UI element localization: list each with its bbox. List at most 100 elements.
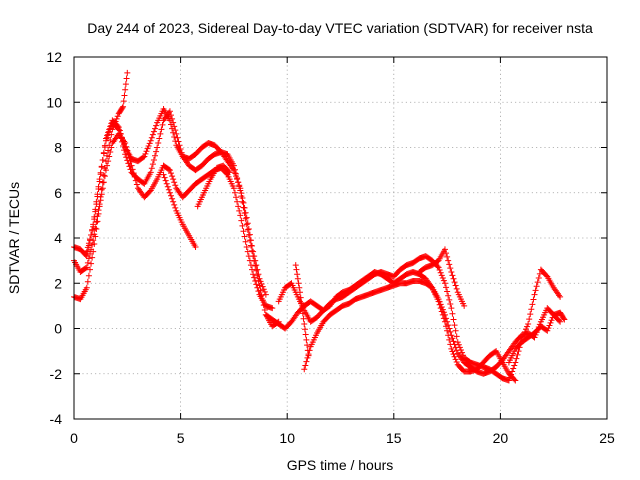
data-point-sample bbox=[350, 297, 357, 304]
data-point-sample bbox=[85, 272, 92, 279]
data-point-sample bbox=[170, 176, 177, 183]
data-point-sample bbox=[535, 325, 542, 332]
data-point-sample bbox=[146, 140, 153, 147]
x-tick-label: 25 bbox=[599, 430, 615, 446]
data-point-sample bbox=[148, 134, 155, 141]
x-tick-label: 5 bbox=[177, 430, 185, 446]
data-point bbox=[448, 345, 455, 352]
data-point-sample bbox=[125, 160, 132, 167]
data-point-sample bbox=[215, 146, 222, 153]
data-point-sample bbox=[171, 201, 178, 208]
data-point-sample bbox=[81, 265, 88, 272]
data-point-sample bbox=[93, 219, 100, 226]
data-point-sample bbox=[88, 231, 95, 238]
series-track-a bbox=[71, 130, 276, 312]
data-point-sample bbox=[450, 351, 457, 358]
data-point-sample bbox=[170, 129, 177, 136]
data-point-sample bbox=[234, 198, 241, 205]
data-point-sample bbox=[560, 315, 567, 322]
data-point-sample bbox=[451, 279, 458, 286]
data-point-sample bbox=[107, 123, 114, 130]
data-point-sample bbox=[510, 365, 517, 372]
data-point-sample bbox=[89, 254, 96, 261]
data-point bbox=[122, 151, 129, 158]
data-point-sample bbox=[434, 294, 441, 301]
data-point-sample bbox=[165, 186, 172, 193]
data-point-sample bbox=[251, 253, 258, 260]
data-point bbox=[160, 171, 167, 178]
data-point bbox=[441, 311, 448, 318]
data-point-sample bbox=[169, 125, 176, 132]
data-point-sample bbox=[294, 275, 301, 282]
data-point-sample bbox=[438, 272, 445, 279]
data-point-sample bbox=[446, 296, 453, 303]
data-point-sample bbox=[302, 362, 309, 369]
data-point-sample bbox=[445, 257, 452, 264]
data-point-sample bbox=[101, 142, 108, 149]
data-point-sample bbox=[450, 275, 457, 282]
data-point-sample bbox=[257, 278, 264, 285]
data-point-sample bbox=[545, 325, 552, 332]
data-point-sample bbox=[303, 336, 310, 343]
data-point bbox=[90, 237, 97, 244]
data-point-sample bbox=[514, 351, 521, 358]
series-track-l bbox=[505, 309, 568, 366]
data-point bbox=[102, 135, 109, 142]
data-point bbox=[250, 248, 257, 255]
data-point-sample bbox=[82, 265, 89, 272]
data-point-sample bbox=[239, 195, 246, 202]
data-point-sample bbox=[436, 267, 443, 274]
data-point-sample bbox=[258, 281, 265, 288]
data-point-sample bbox=[491, 365, 498, 372]
y-tick-label: 10 bbox=[46, 94, 62, 110]
data-point-sample bbox=[444, 253, 451, 260]
data-point-sample bbox=[513, 355, 520, 362]
data-point-sample bbox=[556, 317, 563, 324]
data-point-sample bbox=[452, 282, 459, 289]
data-point-sample bbox=[149, 161, 156, 168]
data-point-sample bbox=[236, 182, 243, 189]
series-track-j bbox=[292, 262, 312, 359]
data-point-sample bbox=[91, 216, 98, 223]
data-point-sample bbox=[533, 283, 540, 290]
data-point-sample bbox=[331, 297, 338, 304]
data-point-sample bbox=[86, 250, 93, 257]
data-point-sample bbox=[94, 218, 101, 225]
data-point-sample bbox=[324, 302, 331, 309]
data-point-sample bbox=[233, 194, 240, 201]
data-point bbox=[296, 289, 303, 296]
data-point-sample bbox=[88, 260, 95, 267]
data-point-sample bbox=[121, 141, 128, 148]
data-point-sample bbox=[440, 277, 447, 284]
data-point-sample bbox=[420, 265, 427, 272]
data-point-sample bbox=[122, 86, 129, 93]
data-point-sample bbox=[363, 277, 370, 284]
data-point bbox=[448, 305, 455, 312]
data-point-sample bbox=[453, 285, 460, 292]
data-point-sample bbox=[304, 342, 311, 349]
data-point-sample bbox=[92, 208, 99, 215]
data-point-sample bbox=[260, 302, 267, 309]
data-point-sample bbox=[437, 269, 444, 276]
data-point-sample bbox=[511, 376, 518, 383]
data-point-sample bbox=[95, 207, 102, 214]
data-point-sample bbox=[252, 262, 259, 269]
data-point bbox=[243, 244, 250, 251]
data-point-sample bbox=[286, 281, 293, 288]
data-point-sample bbox=[259, 283, 266, 290]
data-point bbox=[448, 268, 455, 275]
data-point-sample bbox=[526, 316, 533, 323]
data-point-sample bbox=[527, 311, 534, 318]
data-point-sample bbox=[497, 359, 504, 366]
data-point-sample bbox=[453, 347, 460, 354]
data-point-sample bbox=[126, 163, 133, 170]
data-point-sample bbox=[293, 266, 300, 273]
data-point bbox=[83, 248, 90, 255]
data-point-sample bbox=[258, 292, 265, 299]
data-point-sample bbox=[465, 362, 472, 369]
data-point-sample bbox=[196, 177, 203, 184]
data-point-sample bbox=[170, 198, 177, 205]
data-point-sample bbox=[546, 322, 553, 329]
data-point-sample bbox=[172, 204, 179, 211]
